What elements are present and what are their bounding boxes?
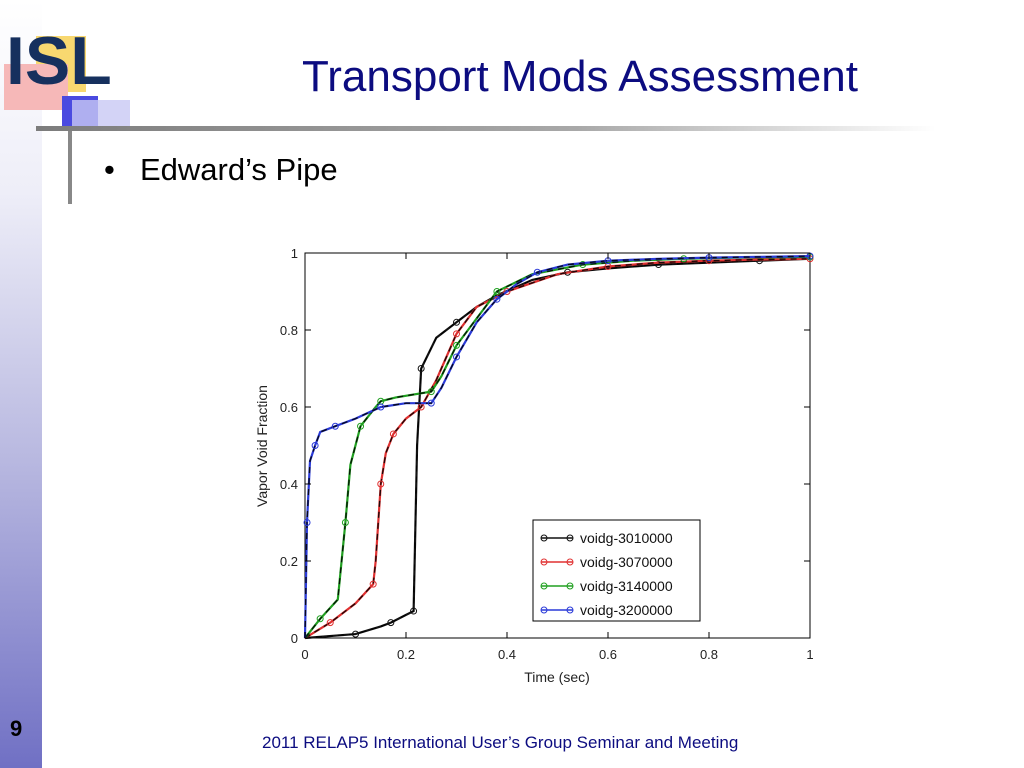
title-divider xyxy=(36,126,936,131)
y-tick-label: 1 xyxy=(291,246,298,261)
ticks-group: 0 0.2 0.4 0.6 0.8 1 0 0.2 0.4 0.6 0.8 1 xyxy=(280,246,814,662)
footer-text: 2011 RELAP5 International User’s Group S… xyxy=(262,733,739,752)
bullet-item: • Edward’s Pipe xyxy=(104,152,338,188)
series-marker xyxy=(417,365,425,372)
series-dashed-line xyxy=(304,256,811,639)
series-marker xyxy=(387,619,395,627)
series-marker xyxy=(389,430,397,438)
bullet-text: Edward’s Pipe xyxy=(140,152,338,187)
series-marker xyxy=(579,261,587,269)
x-tick-label: 0.6 xyxy=(599,647,617,662)
series-marker xyxy=(377,403,385,411)
legend-label: voidg-3070000 xyxy=(580,554,673,570)
bullet-dot: • xyxy=(104,152,115,187)
legend-swatch-marker xyxy=(540,606,548,614)
legend-swatch-marker xyxy=(566,534,574,542)
series-marker xyxy=(453,330,460,338)
y-tick-label: 0.4 xyxy=(280,477,298,492)
legend-swatch-marker xyxy=(540,534,548,542)
legend-swatch-marker xyxy=(566,558,574,566)
x-tick-label: 0 xyxy=(301,647,308,662)
y-tick-label: 0.6 xyxy=(280,400,298,415)
y-axis-label: Vapor Void Fraction xyxy=(254,385,270,507)
series-marker xyxy=(311,442,319,449)
x-tick-label: 1 xyxy=(806,647,813,662)
left-gradient-band xyxy=(0,0,42,768)
series-marker xyxy=(493,288,501,295)
series-marker xyxy=(453,353,460,361)
series-dashed-line xyxy=(304,255,811,639)
x-tick-label: 0.4 xyxy=(498,647,516,662)
legend-swatch-marker xyxy=(566,582,574,590)
legend-label: voidg-3140000 xyxy=(580,578,673,594)
series-dashed-line xyxy=(304,258,811,639)
legend-swatch-marker xyxy=(540,558,548,566)
series-dashed-line xyxy=(304,258,811,639)
legend-label: voidg-3010000 xyxy=(580,530,673,546)
curves-group xyxy=(303,252,814,640)
logo-text: ISL xyxy=(6,23,112,99)
series-marker xyxy=(369,580,377,588)
series-marker xyxy=(453,341,460,349)
series-marker xyxy=(341,519,349,526)
void-fraction-chart: 0 0.2 0.4 0.6 0.8 100.20.40.60.81 Time (sec) … xyxy=(254,246,814,685)
slide-number: 9 xyxy=(10,716,23,741)
series-marker xyxy=(352,630,359,638)
x-tick-label: 0.2 xyxy=(397,647,415,662)
y-tick-label: 0.8 xyxy=(280,323,298,338)
series-marker xyxy=(427,388,435,396)
series-marker xyxy=(377,480,385,488)
legend-box xyxy=(532,519,701,622)
series-marker xyxy=(453,318,460,326)
series-marker xyxy=(493,295,501,303)
legend-swatch-marker xyxy=(540,582,548,590)
series-marker xyxy=(427,399,435,407)
legend-swatch-marker xyxy=(566,606,574,614)
legend-label: voidg-3200000 xyxy=(580,602,673,618)
series-marker xyxy=(316,615,324,623)
series-marker xyxy=(331,422,339,430)
series-marker xyxy=(533,268,541,276)
series-marker xyxy=(326,619,334,627)
series-marker xyxy=(303,519,311,526)
y-tick-label: 0 xyxy=(291,631,298,646)
isl-logo: ISL xyxy=(4,23,130,204)
slide-title: Transport Mods Assessment xyxy=(302,52,858,101)
series-marker xyxy=(410,607,418,615)
y-tick-label: 0.2 xyxy=(280,554,298,569)
x-axis-label: Time (sec) xyxy=(524,669,590,685)
x-tick-label: 0.8 xyxy=(700,647,718,662)
series-marker xyxy=(357,422,365,430)
series-marker xyxy=(503,288,511,295)
chart-legend: voidg-3010000 voidg-3070000 voidg-3140000 v… xyxy=(532,519,701,622)
